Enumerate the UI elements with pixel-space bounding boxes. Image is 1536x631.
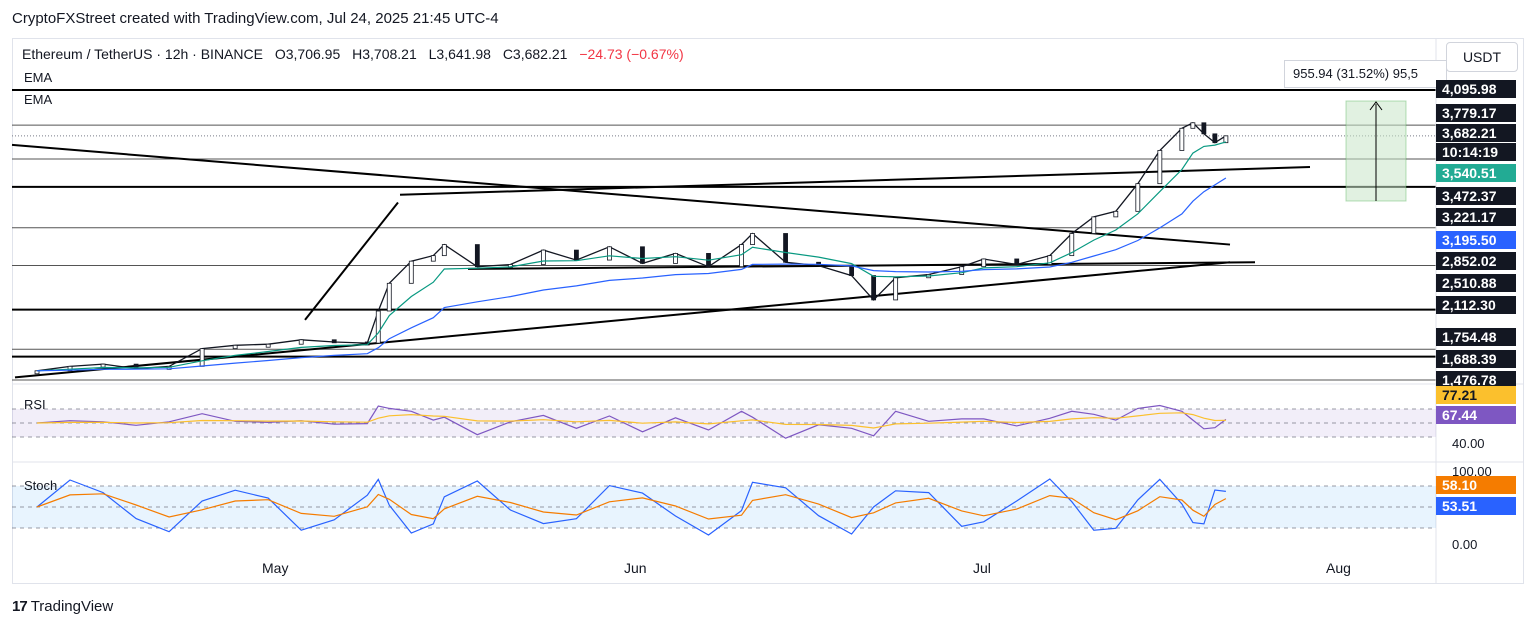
trend-line (11, 143, 1231, 246)
candle (199, 348, 205, 367)
rsi-pane-label[interactable]: RSI (24, 397, 46, 412)
stoch-k-label: 58.10 (1436, 476, 1516, 494)
candle (331, 339, 337, 344)
trend-line (467, 261, 1256, 270)
change-value: −24.73 (−0.67%) (579, 46, 684, 62)
candle (893, 277, 899, 301)
candle (474, 244, 480, 268)
measure-tooltip: 955.94 (31.52%) 95,5 (1284, 60, 1447, 88)
chart-frame (12, 38, 1524, 584)
ema-legend-2[interactable]: EMA (24, 92, 53, 107)
price-label: 3,540.51 (1436, 164, 1516, 182)
candle (232, 344, 238, 350)
price-series-line (36, 122, 1227, 372)
candle (1091, 216, 1097, 234)
candle (386, 282, 392, 312)
price-label: 3,472.37 (1436, 187, 1516, 205)
price-label: 2,852.02 (1436, 252, 1516, 270)
ema-fast-line (36, 141, 1227, 372)
price-label: 1,754.48 (1436, 328, 1516, 346)
stoch-axis-100: 100.00 (1452, 464, 1492, 479)
candle (1157, 150, 1163, 185)
stoch-k-line (36, 478, 1226, 536)
high-value: H3,708.21 (352, 46, 417, 62)
x-label-jun: Jun (624, 560, 647, 576)
candle (673, 253, 678, 264)
candle (1212, 133, 1218, 144)
currency-selector[interactable]: USDT (1446, 42, 1518, 72)
candle (1069, 233, 1075, 257)
candle (1223, 135, 1229, 144)
stoch-axis-0: 0.00 (1452, 537, 1478, 552)
candle (1135, 183, 1141, 212)
candle (739, 244, 744, 268)
candle (430, 255, 436, 262)
candle (375, 310, 381, 344)
price-label: 4,095.98 (1436, 80, 1516, 98)
candle (265, 343, 271, 348)
candle (1113, 210, 1119, 218)
candle (981, 258, 987, 268)
candle (783, 233, 788, 263)
candle (1179, 127, 1185, 151)
candle (540, 249, 546, 265)
price-label: 3,682.21 (1436, 124, 1516, 142)
candle (574, 249, 579, 261)
price-label: 1,476.78 (1436, 371, 1516, 389)
rsi-value-label: 77.21 (1436, 386, 1516, 404)
candle (640, 246, 645, 264)
stoch-d-label: 53.51 (1436, 497, 1516, 515)
candle (750, 233, 755, 245)
candle (1047, 255, 1053, 265)
measure-arrow-head (1369, 101, 1383, 111)
stoch-d-line (36, 493, 1227, 521)
tradingview-footer[interactable]: 17 TradingView (12, 598, 113, 615)
price-label: 2,112.30 (1436, 296, 1516, 314)
candle (133, 363, 139, 369)
price-label: 10:14:19 (1436, 143, 1516, 161)
tradingview-brand: TradingView (30, 598, 114, 615)
chart-header: CryptoFXStreet created with TradingView.… (12, 10, 499, 27)
candle (849, 265, 855, 276)
candle (1201, 122, 1207, 135)
rsi-ma-label: 67.44 (1436, 406, 1516, 424)
stoch-pane-label[interactable]: Stoch (24, 478, 58, 493)
ema-slow-line (36, 177, 1227, 372)
candle (100, 363, 106, 368)
price-label: 2,510.88 (1436, 274, 1516, 292)
price-label: 3,195.50 (1436, 231, 1516, 249)
candle (441, 244, 447, 257)
ema-legend-1[interactable]: EMA (24, 70, 53, 85)
close-value: C3,682.21 (502, 46, 568, 62)
price-label: 3,779.17 (1436, 104, 1516, 122)
candle (298, 339, 304, 345)
tradingview-logo-icon: 17 (12, 598, 28, 615)
rsi-ma-line (36, 412, 1226, 429)
candle (1190, 122, 1196, 129)
x-label-jul: Jul (973, 560, 991, 576)
rsi-axis-40: 40.00 (1452, 436, 1485, 451)
low-value: L3,641.98 (428, 46, 491, 62)
trend-line (304, 201, 399, 321)
symbol-legend: Ethereum / TetherUS · 12h · BINANCE O3,7… (22, 46, 684, 62)
candle (871, 275, 877, 301)
candle (408, 260, 414, 284)
price-label: 3,221.17 (1436, 208, 1516, 226)
x-label-aug: Aug (1326, 560, 1351, 576)
candle (607, 246, 612, 261)
candle (1014, 258, 1020, 265)
symbol-name[interactable]: Ethereum / TetherUS · 12h · BINANCE (22, 46, 263, 62)
open-value: O3,706.95 (274, 46, 341, 62)
x-label-may: May (262, 560, 289, 576)
price-label: 1,688.39 (1436, 350, 1516, 368)
trend-line (399, 166, 1311, 196)
